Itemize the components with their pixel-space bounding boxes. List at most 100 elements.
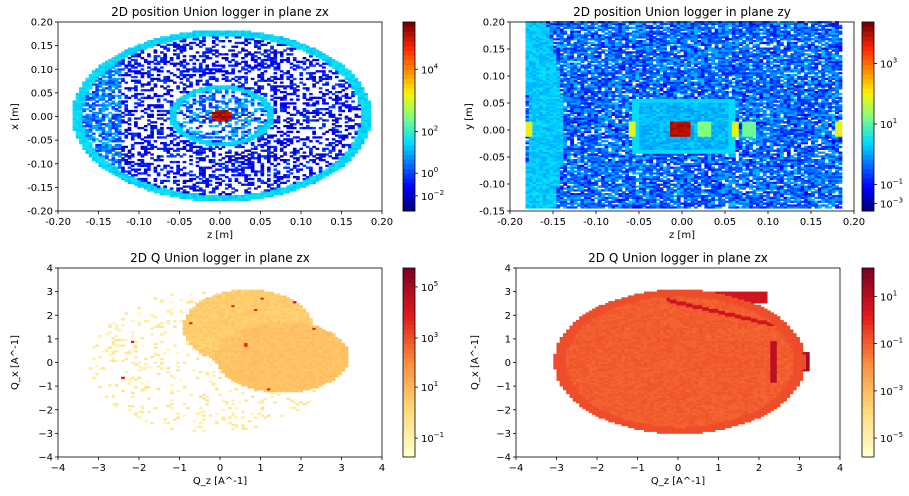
heatmap-cell: [105, 134, 109, 137]
heatmap-cell: [211, 62, 216, 65]
heatmap-cell: [169, 62, 174, 65]
heatmap-cell: [208, 49, 213, 52]
heatmap-cell: [273, 58, 278, 62]
heatmap-cell: [241, 155, 245, 158]
heatmap-cell: [169, 153, 174, 156]
colorbar-segment: [403, 26, 415, 32]
heatmap-cell: [348, 132, 352, 135]
heatmap-cell: [166, 172, 171, 175]
heatmap-cell: [367, 104, 372, 107]
heatmap-cell: [247, 153, 252, 156]
heatmap-cell: [114, 60, 119, 63]
heatmap-cell: [318, 155, 323, 158]
heatmap-cell: [147, 189, 151, 192]
heatmap-cell: [117, 68, 122, 71]
heatmap-cell: [525, 132, 530, 135]
heatmap-cell: [302, 126, 307, 130]
heatmap-cell: [331, 85, 336, 88]
heatmap-cell: [127, 70, 132, 73]
heatmap-cell: [341, 85, 346, 88]
heatmap-cell: [143, 183, 148, 186]
heatmap-cell: [260, 149, 265, 152]
heatmap-cell: [296, 89, 300, 92]
heatmap-cell: [254, 147, 258, 150]
heatmap-cell: [331, 142, 336, 145]
heatmap-cell: [228, 136, 232, 139]
heatmap-cell: [82, 85, 86, 88]
heatmap-cell: [173, 81, 177, 84]
heatmap-cell: [117, 77, 122, 81]
heatmap-cell: [88, 98, 93, 101]
heatmap-cell: [205, 183, 210, 186]
heatmap-cell: [95, 160, 99, 164]
heatmap-cell: [344, 81, 349, 84]
heatmap-cell: [121, 60, 125, 63]
heatmap-cell: [283, 159, 287, 162]
heatmap-cell: [211, 164, 216, 167]
heatmap-cell: [218, 30, 223, 33]
heatmap-cell: [224, 117, 229, 120]
heatmap-cell: [82, 132, 86, 135]
heatmap-cell: [101, 136, 106, 139]
heatmap-cell: [257, 74, 261, 77]
heatmap-cell: [215, 64, 219, 67]
heatmap-cell: [211, 77, 216, 81]
heatmap-cell: [244, 142, 248, 145]
heatmap-cell: [228, 160, 232, 164]
heatmap-cell: [296, 164, 300, 167]
heatmap-cell: [276, 68, 281, 71]
heatmap-cell: [231, 113, 235, 116]
heatmap-cell: [302, 87, 307, 90]
heatmap-cell: [208, 179, 213, 183]
heatmap-cell: [234, 145, 239, 149]
colorbar-segment: [403, 125, 415, 132]
heatmap-cell: [85, 136, 90, 139]
heatmap-cell: [237, 81, 242, 84]
heatmap-cell: [354, 143, 359, 147]
heatmap-cell: [241, 132, 245, 135]
heatmap-cell: [312, 83, 316, 86]
heatmap-cell: [182, 36, 187, 39]
heatmap-cell: [224, 143, 229, 147]
heatmap-cell: [292, 181, 297, 184]
colorbar-segment: [403, 64, 415, 70]
heatmap-cell: [137, 134, 142, 137]
heatmap-cell: [160, 51, 164, 54]
heatmap-cell: [231, 143, 235, 147]
heatmap-cell: [296, 43, 300, 46]
heatmap-cell: [296, 66, 300, 69]
heatmap-cell: [315, 55, 320, 58]
heatmap-cell: [85, 102, 90, 105]
heatmap-cell: [124, 94, 129, 98]
heatmap-cell: [325, 170, 329, 173]
heatmap-cell: [247, 111, 252, 115]
heatmap-cell: [267, 153, 271, 156]
heatmap-cell: [176, 189, 180, 192]
heatmap-cell: [263, 126, 268, 130]
heatmap-cell: [296, 185, 300, 188]
heatmap-cell: [270, 60, 274, 63]
heatmap-cell: [179, 196, 184, 200]
heatmap-cell: [364, 100, 368, 103]
heatmap-cell: [263, 191, 268, 194]
heatmap-cell: [234, 34, 239, 37]
heatmap-cell: [117, 164, 122, 167]
heatmap-cell: [312, 79, 316, 82]
heatmap-cell: [198, 147, 203, 150]
heatmap-cell: [302, 92, 307, 96]
heatmap-cell: [305, 183, 310, 186]
heatmap-cell: [322, 94, 326, 98]
heatmap-cell: [237, 143, 242, 147]
heatmap-cell: [198, 187, 203, 190]
heatmap-cell: [186, 136, 190, 139]
heatmap-cell: [228, 79, 232, 82]
heatmap-cell: [127, 68, 132, 71]
heatmap-cell: [276, 176, 281, 179]
heatmap-cell: [85, 91, 90, 94]
heatmap-cell: [228, 98, 232, 101]
heatmap-cell: [147, 60, 151, 63]
heatmap-cell: [114, 160, 119, 164]
heatmap-cell: [169, 43, 174, 46]
heatmap-cell: [105, 83, 109, 86]
heatmap-cell: [176, 68, 180, 71]
